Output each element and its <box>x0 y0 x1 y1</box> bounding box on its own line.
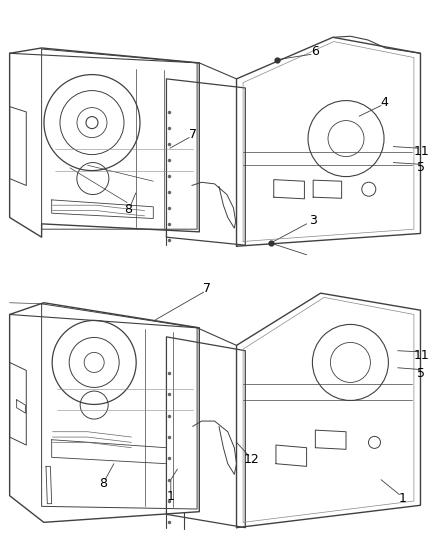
Text: 11: 11 <box>413 146 429 158</box>
Text: 5: 5 <box>417 367 425 379</box>
Text: 3: 3 <box>309 214 317 227</box>
Text: 12: 12 <box>244 453 260 466</box>
Text: 5: 5 <box>417 161 425 174</box>
Text: 7: 7 <box>203 282 211 295</box>
Text: 8: 8 <box>99 478 107 490</box>
Text: 1: 1 <box>167 490 175 503</box>
Text: 7: 7 <box>189 128 197 141</box>
Text: 6: 6 <box>311 45 319 58</box>
Text: 1: 1 <box>399 492 407 505</box>
Text: 4: 4 <box>381 96 389 109</box>
Text: 8: 8 <box>124 203 132 216</box>
Text: 11: 11 <box>413 349 429 362</box>
